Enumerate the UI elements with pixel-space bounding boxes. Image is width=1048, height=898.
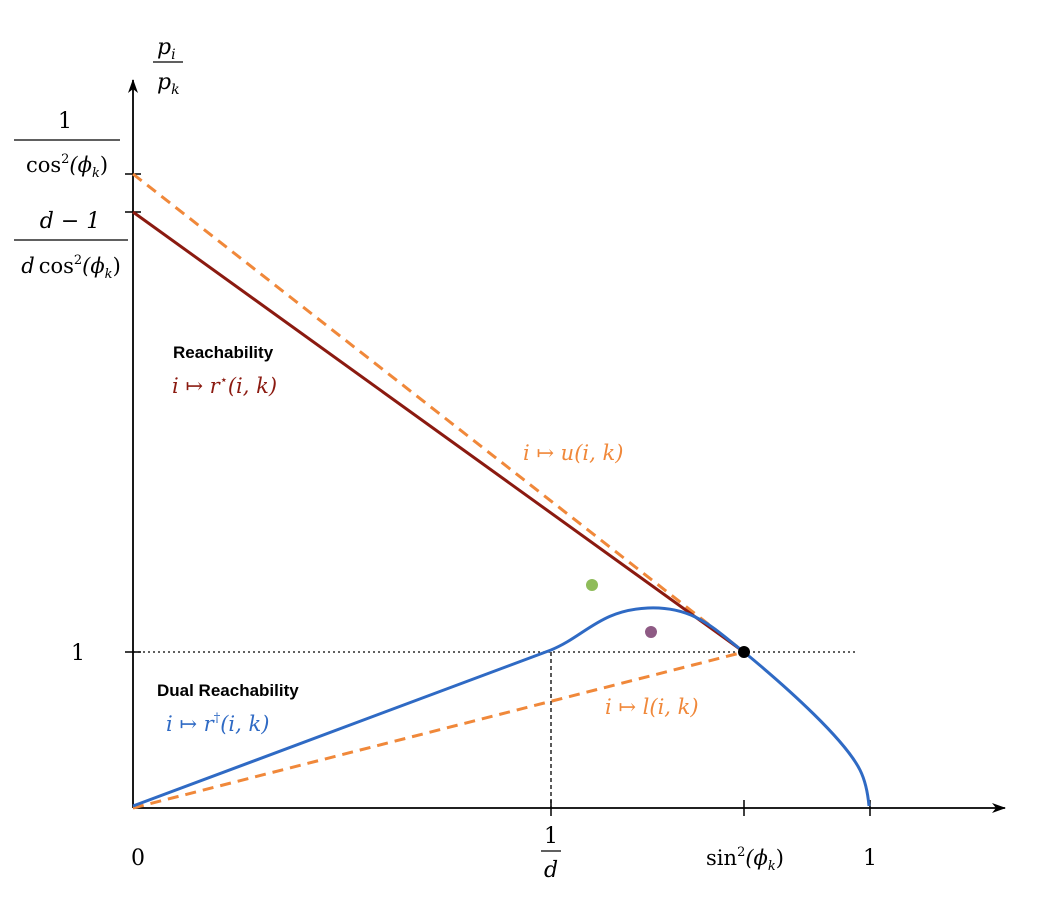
lower-bound-label: i ↦ l(i, k): [605, 695, 699, 719]
x-tick-label-sin2: sin2(ϕk): [706, 845, 784, 874]
dual-reachability-title: Dual Reachability: [157, 681, 299, 700]
svg-text:cos2(ϕk): cos2(ϕk): [26, 152, 108, 181]
reachability-map-label: i ↦ r⋆(i, k): [172, 373, 277, 398]
reachability-line: [132, 210, 745, 654]
svg-text:d: d: [544, 858, 558, 883]
upper-bound-label: i ↦ u(i, k): [523, 441, 623, 465]
upper-bound-line: [132, 172, 745, 654]
svg-text:1: 1: [58, 109, 72, 134]
green-point: [586, 579, 598, 591]
svg-text:d − 1: d − 1: [40, 209, 101, 234]
purple-point: [645, 626, 657, 638]
y-tick-label-top: 1 cos2(ϕk): [14, 109, 120, 181]
intersection-point: [738, 646, 750, 658]
x-tick-label-zero: 0: [131, 846, 145, 871]
x-tick-label-inv-d: 1 d: [541, 824, 561, 883]
dual-reachability-map-label: i ↦ r†(i, k): [166, 711, 269, 736]
y-tick-label-one: 1: [71, 641, 85, 666]
svg-text:pk: pk: [157, 70, 180, 98]
x-tick-label-one: 1: [863, 846, 877, 871]
lower-bound-line: [132, 650, 745, 810]
svg-text:pi: pi: [157, 35, 176, 63]
reachability-title: Reachability: [173, 343, 274, 362]
svg-text:1: 1: [544, 824, 558, 849]
y-axis-label: pi pk: [153, 35, 183, 98]
y-tick-label-second: d − 1 d cos2(ϕk): [14, 209, 128, 282]
dual-reachability-curve: [132, 606, 871, 808]
